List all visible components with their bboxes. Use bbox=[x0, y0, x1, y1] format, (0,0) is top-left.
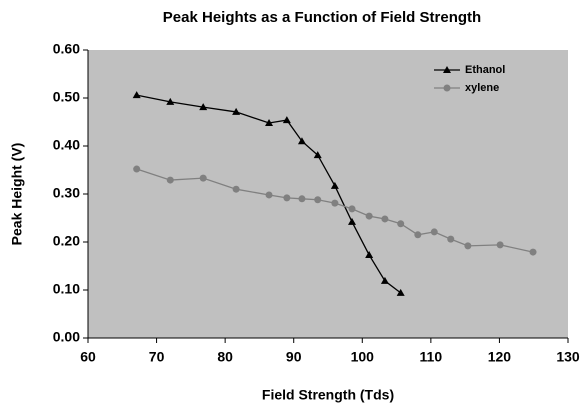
y-tick-label: 0.30 bbox=[53, 185, 80, 201]
data-point bbox=[397, 220, 405, 228]
data-point bbox=[496, 241, 504, 249]
data-point bbox=[348, 217, 356, 225]
x-tick-label: 110 bbox=[420, 349, 443, 365]
x-tick-label: 100 bbox=[351, 349, 375, 365]
data-point bbox=[365, 212, 373, 220]
data-point bbox=[166, 176, 174, 184]
x-axis-label: Field Strength (Tds) bbox=[262, 387, 394, 403]
data-point bbox=[282, 116, 291, 124]
y-axis-label: Peak Height (V) bbox=[9, 143, 25, 246]
data-point bbox=[331, 199, 339, 207]
data-point bbox=[348, 205, 356, 213]
y-tick-label: 0.00 bbox=[53, 329, 80, 345]
x-tick-label: 130 bbox=[556, 349, 580, 365]
x-tick-label: 70 bbox=[149, 349, 165, 365]
data-point bbox=[447, 235, 455, 243]
data-point bbox=[166, 97, 175, 105]
data-point bbox=[232, 107, 241, 115]
data-point bbox=[133, 165, 141, 173]
chart-title: Peak Heights as a Function of Field Stre… bbox=[163, 9, 481, 26]
data-point bbox=[232, 185, 240, 193]
data-point bbox=[464, 242, 472, 250]
x-tick-label: 60 bbox=[80, 349, 96, 365]
data-point bbox=[396, 288, 405, 296]
data-point bbox=[430, 228, 438, 236]
data-point bbox=[313, 151, 322, 159]
data-point bbox=[199, 174, 207, 182]
x-tick-label: 90 bbox=[286, 349, 302, 365]
data-point bbox=[330, 181, 339, 189]
data-point bbox=[199, 103, 208, 111]
plot-area bbox=[88, 50, 568, 338]
y-tick-label: 0.60 bbox=[53, 41, 80, 57]
y-tick-label: 0.40 bbox=[53, 137, 80, 153]
data-point bbox=[380, 276, 389, 284]
legend-label: Ethanol bbox=[465, 64, 505, 76]
y-tick-label: 0.20 bbox=[53, 233, 80, 249]
legend-label: xylene bbox=[465, 82, 499, 94]
data-point bbox=[265, 191, 273, 199]
x-tick-label: 120 bbox=[488, 349, 512, 365]
data-point bbox=[381, 215, 389, 223]
data-point bbox=[365, 250, 374, 258]
data-point bbox=[443, 66, 451, 73]
data-point bbox=[443, 84, 451, 92]
y-tick-label: 0.10 bbox=[53, 281, 80, 297]
data-point bbox=[265, 118, 274, 126]
data-point bbox=[297, 137, 306, 145]
data-point bbox=[132, 91, 141, 99]
x-tick-label: 80 bbox=[217, 349, 233, 365]
data-point bbox=[414, 231, 422, 239]
data-point bbox=[529, 248, 537, 256]
data-point bbox=[298, 195, 306, 203]
data-point bbox=[283, 194, 291, 202]
data-point bbox=[314, 196, 322, 204]
y-tick-label: 0.50 bbox=[53, 89, 80, 105]
